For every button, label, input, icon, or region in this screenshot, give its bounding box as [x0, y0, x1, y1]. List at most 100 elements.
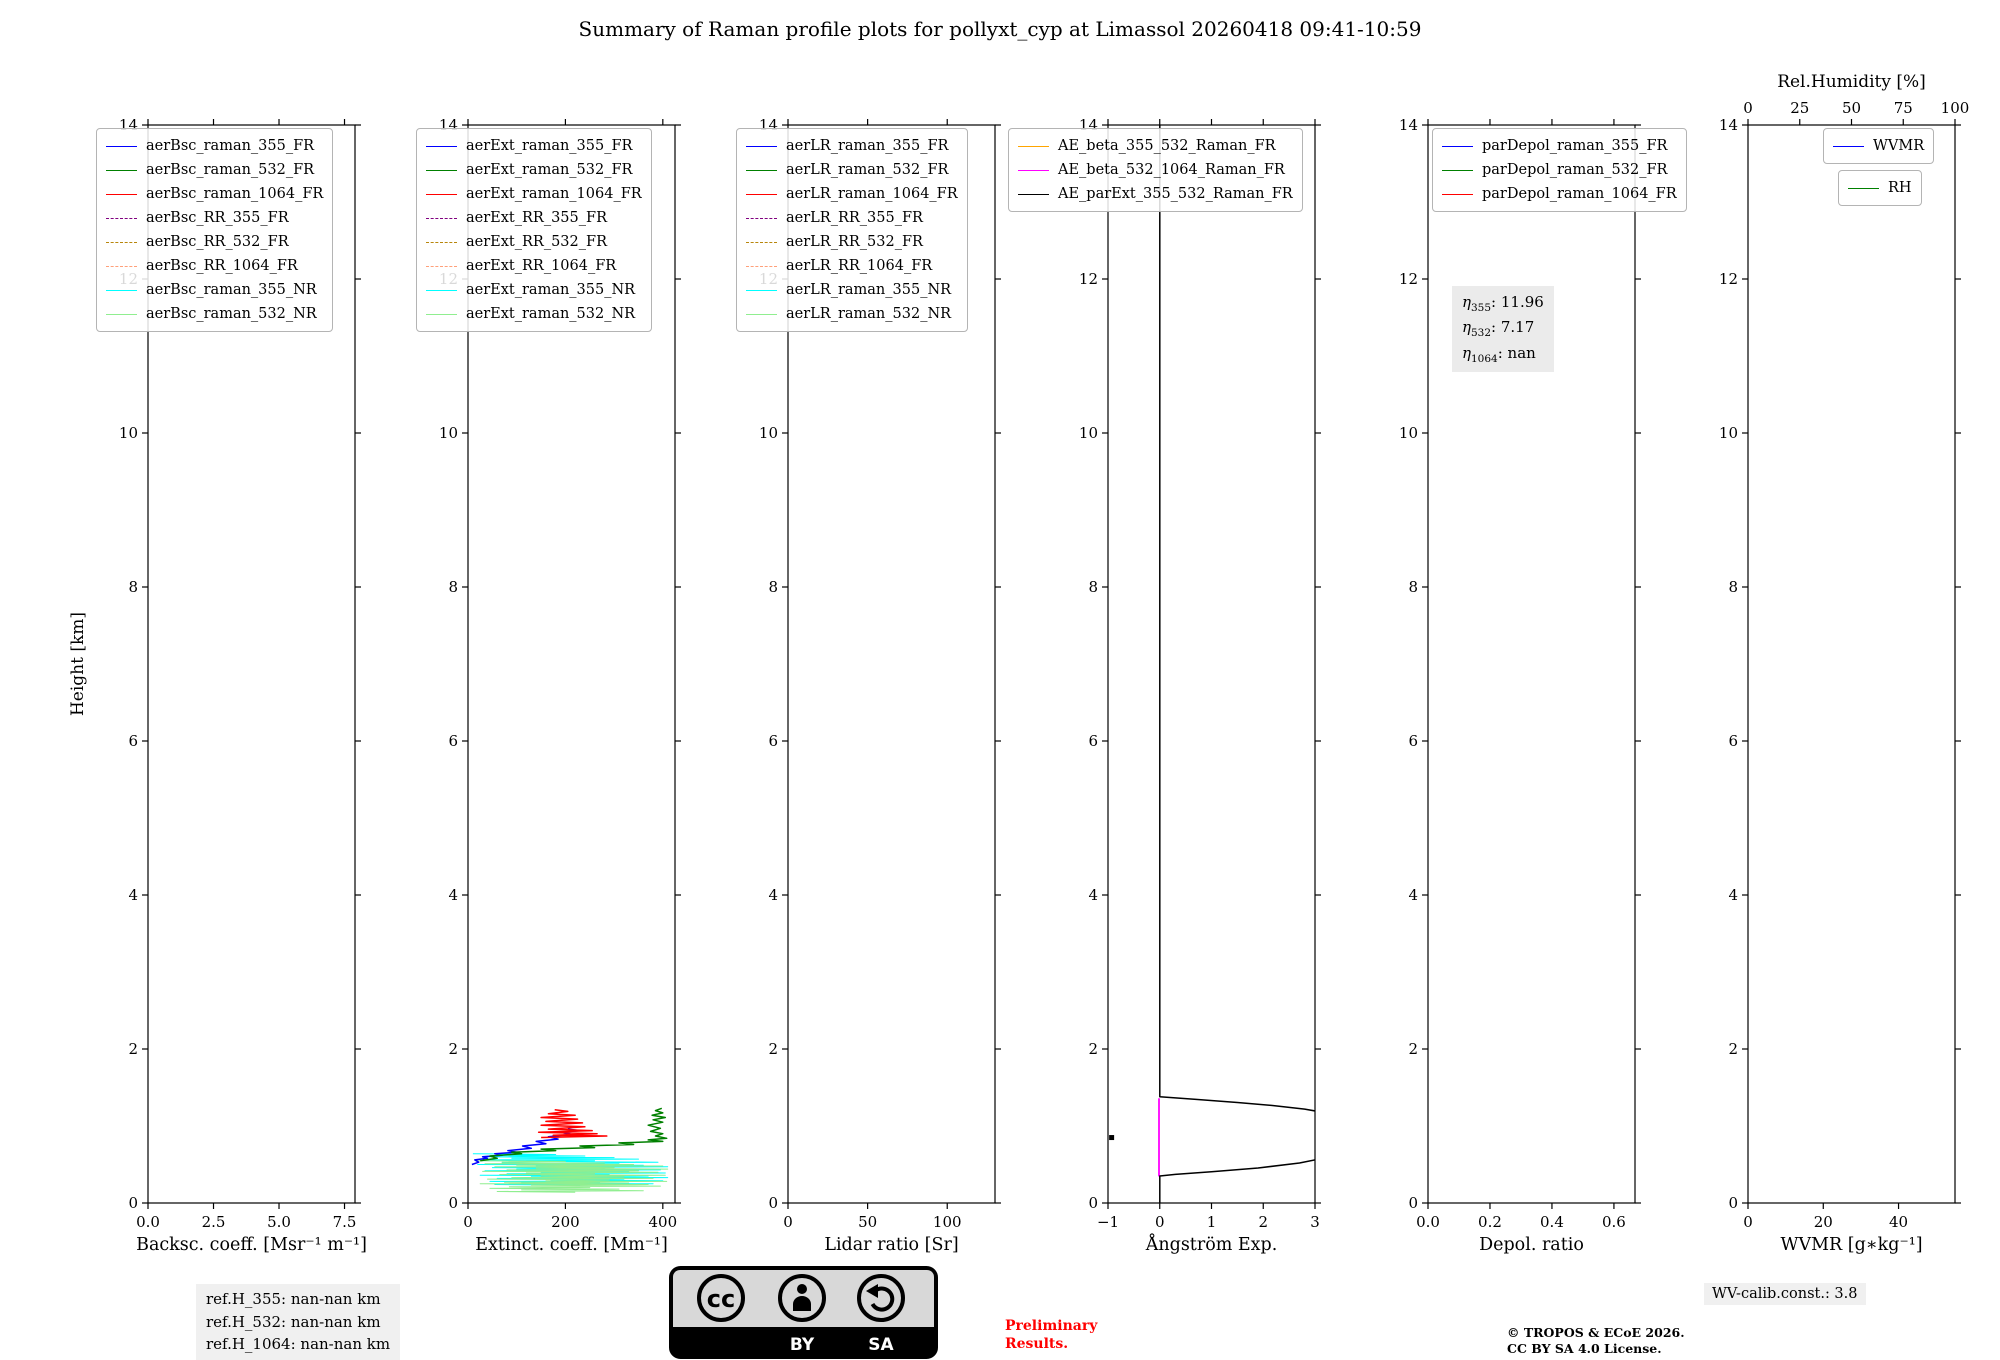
eta-value: : 7.17: [1491, 318, 1535, 337]
eta-symbol: η: [1462, 318, 1471, 337]
legend-line-sample: [1833, 145, 1864, 147]
preliminary-line-2: Results.: [1005, 1336, 1069, 1353]
y-tick-label: 4: [768, 886, 778, 904]
x-tick-label: 2.5: [202, 1213, 226, 1231]
legend-label: parDepol_raman_1064_FR: [1482, 186, 1677, 202]
y-tick-label: 0: [1408, 1194, 1418, 1212]
legend-line-sample: [746, 169, 777, 171]
x-tick-label: 1: [1207, 1213, 1217, 1231]
legend-line-sample: [746, 145, 777, 147]
legend-line-sample: [426, 241, 457, 243]
legend-item: aerExt_raman_355_NR: [426, 278, 642, 302]
x-tick-label: 0: [783, 1213, 793, 1231]
legend-label: aerLR_RR_355_FR: [786, 210, 923, 226]
extinction-axes: 024681012140200400Extinct. coeff. [Mm⁻¹]: [439, 116, 681, 1255]
x-tick-label: 0: [1743, 1213, 1753, 1231]
y-tick-label: 10: [759, 424, 778, 442]
extinction-xlabel: Extinct. coeff. [Mm⁻¹]: [475, 1235, 668, 1255]
legend-label: aerLR_RR_1064_FR: [786, 258, 933, 274]
legend-item: aerBsc_raman_355_FR: [106, 134, 323, 158]
eta-subscript: 355: [1471, 302, 1492, 314]
y-tick-label: 4: [1408, 886, 1418, 904]
legend-label: aerLR_raman_532_FR: [786, 162, 949, 178]
y-tick-label: 0: [768, 1194, 778, 1212]
series-aerExt_raman_1064_FR: [537, 1109, 608, 1139]
legend-item: WVMR: [1833, 134, 1924, 158]
legend-item: aerBsc_raman_1064_FR: [106, 182, 323, 206]
figure-title: Summary of Raman profile plots for polly…: [578, 17, 1422, 41]
person-head-icon: [797, 1284, 807, 1294]
y-tick-label: 8: [1728, 578, 1738, 596]
legend-line-sample: [746, 265, 777, 267]
legend-line-sample: [426, 145, 457, 147]
y-tick-label: 6: [128, 732, 138, 750]
y-tick-label: 10: [1719, 424, 1738, 442]
legend-label: aerExt_raman_355_NR: [466, 282, 636, 298]
y-tick-label: 2: [1088, 1040, 1098, 1058]
y-tick-label: 2: [1728, 1040, 1738, 1058]
legend-line-sample: [1018, 193, 1049, 195]
legend-label: aerBsc_RR_532_FR: [146, 234, 289, 250]
legend-item: aerBsc_RR_1064_FR: [106, 254, 323, 278]
legend-item: aerExt_RR_532_FR: [426, 230, 642, 254]
legend-line-sample: [106, 145, 137, 147]
refh-532: ref.H_532: nan-nan km: [206, 1312, 381, 1331]
rel-humidity-axis-label: Rel.Humidity [%]: [1777, 72, 1926, 92]
legend-label: aerExt_raman_1064_FR: [466, 186, 642, 202]
legend-item: aerLR_raman_355_FR: [746, 134, 958, 158]
eta-value: : nan: [1497, 343, 1536, 362]
x-tick-label: 100: [933, 1213, 962, 1231]
legend-item: aerBsc_raman_355_NR: [106, 278, 323, 302]
legend-label: parDepol_raman_355_FR: [1482, 138, 1668, 154]
legend-line-sample: [106, 169, 137, 171]
legend-line-sample: [1442, 169, 1473, 171]
legend-line-sample: [426, 193, 457, 195]
legend-line-sample: [426, 289, 457, 291]
x-tick-label: 20: [1814, 1213, 1833, 1231]
x-tick-label: 5.0: [267, 1213, 291, 1231]
eta-subscript: 532: [1471, 327, 1492, 340]
cc-badge-graphic: cc BY SA: [669, 1266, 938, 1359]
eta-532-line: η532: 7.17: [1462, 316, 1544, 341]
legend-line-sample: [426, 169, 457, 171]
legend-line-sample: [1442, 145, 1473, 147]
y-tick-label: 14: [1719, 116, 1738, 134]
legend-label: aerLR_raman_532_NR: [786, 306, 952, 322]
y-tick-label: 8: [128, 578, 138, 596]
legend-label: parDepol_raman_532_FR: [1482, 162, 1668, 178]
y-tick-label: 8: [448, 578, 458, 596]
legend-item: parDepol_raman_532_FR: [1442, 158, 1677, 182]
top-tick-label: 75: [1894, 99, 1913, 117]
angstrom-frame: [1107, 124, 1316, 1204]
refh-355: ref.H_355: nan-nan km: [206, 1290, 381, 1308]
legend-item: AE_beta_355_532_Raman_FR: [1018, 134, 1293, 158]
legend-label: aerLR_raman_355_NR: [786, 282, 952, 298]
x-tick-label: 3: [1310, 1213, 1320, 1231]
by-person-circle-icon: [778, 1274, 826, 1322]
wvmr-xlabel: WVMR [g∗kg⁻¹]: [1780, 1235, 1922, 1255]
legend-item: aerExt_raman_355_FR: [426, 134, 642, 158]
legend-label: aerExt_RR_532_FR: [466, 234, 607, 250]
preliminary-line-1: Preliminary: [1005, 1318, 1098, 1334]
y-tick-label: 4: [1728, 886, 1738, 904]
y-tick-label: 6: [1728, 732, 1738, 750]
y-tick-label: 0: [448, 1194, 458, 1212]
legend-item: aerLR_raman_1064_FR: [746, 182, 958, 206]
y-tick-label: 2: [128, 1040, 138, 1058]
legend-line-sample: [746, 313, 777, 315]
backscatter-xlabel: Backsc. coeff. [Msr⁻¹ m⁻¹]: [136, 1235, 367, 1255]
x-tick-label: 0.0: [1416, 1213, 1440, 1231]
wvmr-frame: [1747, 124, 1956, 1204]
legend-line-sample: [426, 313, 457, 315]
y-tick-label: 10: [1079, 424, 1098, 442]
wvmr-legend: WVMR: [1823, 128, 1935, 164]
y-tick-label: 6: [1088, 732, 1098, 750]
lidar-ratio-frame: [787, 124, 996, 1204]
y-tick-label: 12: [1719, 270, 1738, 288]
y-tick-label: 2: [448, 1040, 458, 1058]
y-tick-label: 6: [448, 732, 458, 750]
y-tick-label: 0: [1088, 1194, 1098, 1212]
cc-by-sa-badge: cc BY SA: [669, 1266, 938, 1359]
